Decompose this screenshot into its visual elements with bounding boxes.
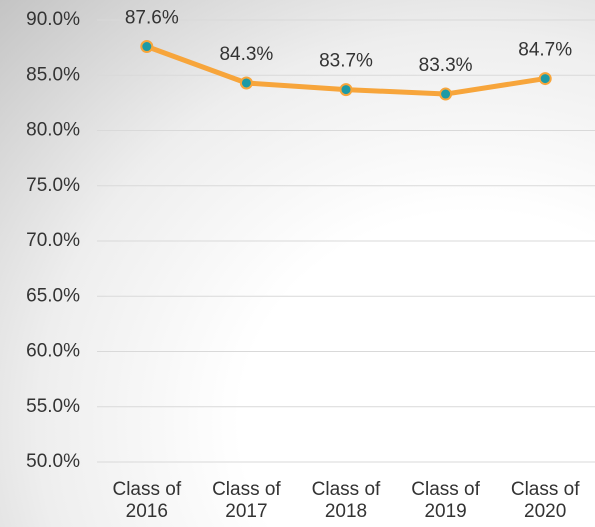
data-label: 84.3% [219,44,273,65]
data-label: 84.7% [518,40,572,61]
y-tick-label: 60.0% [26,341,80,362]
data-label: 87.6% [125,8,179,29]
y-tick-label: 65.0% [26,285,80,306]
marker [538,72,552,86]
x-tick-label: Class of 2020 [510,479,580,522]
x-tick-label: Class of 2017 [212,479,281,522]
x-tick-label: Class of 2019 [411,479,480,522]
y-tick-label: 85.0% [26,64,80,85]
y-tick-label: 90.0% [26,9,80,30]
y-tick-label: 80.0% [26,120,80,141]
data-label: 83.7% [319,51,373,72]
marker [339,83,353,97]
y-tick-label: 70.0% [26,230,80,251]
marker [239,76,253,90]
data-label: 83.3% [419,55,473,76]
y-tick-label: 75.0% [26,175,80,196]
y-tick-label: 55.0% [26,396,80,417]
marker [140,40,154,54]
y-tick-label: 50.0% [26,451,80,472]
x-tick-label: Class of 2016 [112,479,182,522]
x-tick-label: Class of 2018 [311,479,381,522]
marker [439,87,453,101]
